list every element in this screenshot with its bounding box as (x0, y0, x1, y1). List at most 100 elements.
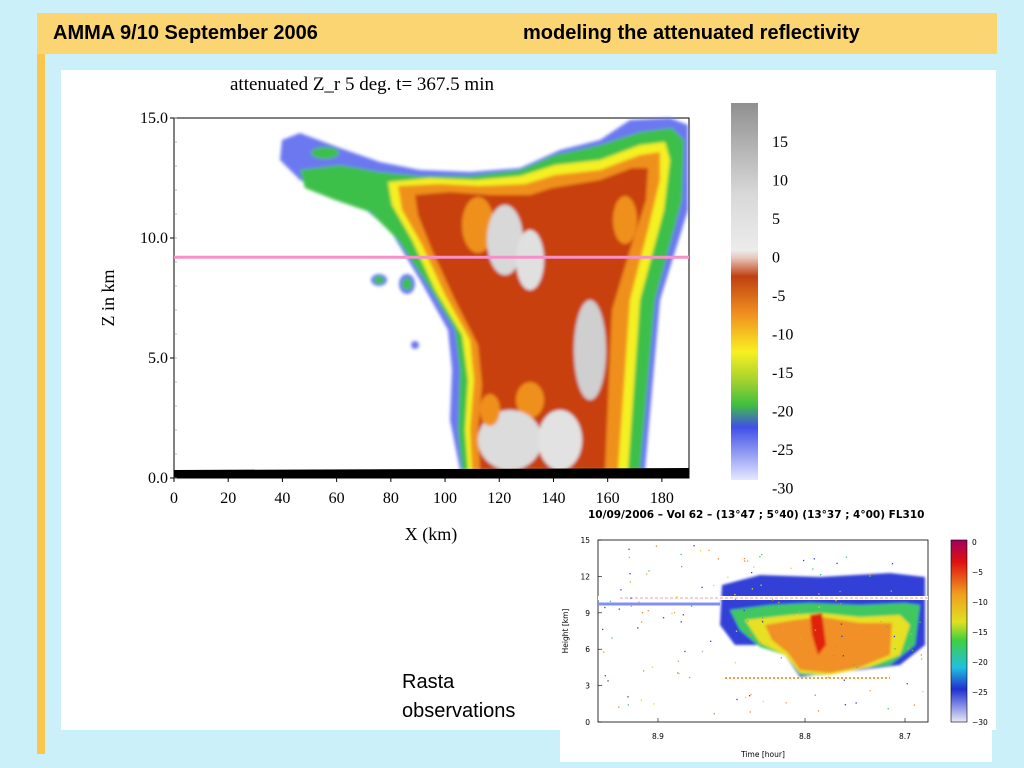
noise-dot (750, 693, 752, 696)
noise-dot (893, 635, 896, 638)
colorbar-tick-label: 10 (772, 173, 788, 190)
x-tick-label: 180 (650, 490, 674, 507)
noise-dot (678, 672, 680, 675)
x-tick-label: 140 (541, 490, 565, 507)
noise-dot (753, 566, 755, 568)
noise-dot (911, 649, 913, 652)
rasta-noise-dots (602, 545, 924, 715)
noise-dot (886, 625, 888, 628)
noise-dot (761, 617, 764, 619)
noise-dot (750, 633, 752, 636)
noise-dot (835, 646, 837, 648)
noise-dot (845, 556, 848, 558)
noise-dot (907, 647, 909, 649)
noise-dot (620, 589, 622, 591)
x-tick-label: 40 (274, 490, 290, 507)
noise-dot (827, 676, 829, 679)
noise-dot (785, 702, 787, 704)
noise-dot (748, 695, 751, 697)
noise-dot (628, 556, 630, 559)
noise-dot (887, 708, 889, 710)
noise-dot (761, 553, 763, 556)
noise-dot (630, 597, 632, 599)
noise-dot (604, 675, 607, 677)
noise-dot (762, 621, 764, 623)
noise-dot (743, 609, 745, 612)
noise-dot (713, 584, 715, 587)
noise-dot (890, 590, 892, 592)
noise-dot (796, 614, 798, 616)
title-bar: AMMA 9/10 September 2006 modeling the at… (37, 13, 997, 54)
noise-dot (743, 557, 746, 560)
noise-dot (805, 608, 807, 611)
x-tick-label: 100 (433, 490, 457, 507)
noise-dot (671, 612, 673, 614)
noise-dot (690, 605, 693, 607)
colorbar-tick-label: -25 (772, 442, 793, 459)
slide-title: AMMA 9/10 September 2006 (53, 22, 318, 44)
noise-dot (749, 711, 751, 713)
noise-dot (891, 563, 894, 565)
noise-dot (680, 565, 683, 568)
noise-dot (773, 635, 775, 638)
noise-dot (785, 582, 787, 584)
x-tick-label: 0 (170, 490, 178, 507)
noise-dot (778, 601, 780, 604)
noise-dot (819, 573, 822, 576)
colorbar-tick-label: 15 (772, 134, 788, 151)
noise-dot (682, 614, 685, 616)
rasta-y-tick-label: 0 (585, 718, 590, 727)
rasta-observation-panel: 10/09/2006 – Vol 62 – (13°47 ; 5°40) (13… (560, 505, 992, 762)
noise-dot (818, 593, 820, 595)
noise-dot (920, 654, 923, 656)
rasta-colorbar-tick-label: −30 (972, 718, 988, 727)
noise-dot (642, 670, 645, 672)
noise-dot (676, 595, 678, 598)
noise-dot (717, 558, 720, 560)
noise-dot (839, 603, 842, 605)
x-tick-label: 80 (383, 490, 399, 507)
noise-dot (648, 570, 650, 572)
x-tick-label: 160 (596, 490, 620, 507)
noise-dot (641, 612, 644, 614)
noise-dot (888, 604, 890, 606)
noise-dot (713, 713, 715, 715)
noise-dot (841, 635, 843, 637)
colorbar-tick-label: 5 (772, 211, 780, 228)
noise-dot (913, 704, 916, 706)
noise-dot (701, 650, 704, 653)
rasta-colorbar (950, 539, 968, 723)
noise-dot (736, 698, 738, 701)
noise-dot (677, 660, 679, 662)
noise-dot (693, 545, 695, 547)
noise-dot (836, 562, 838, 565)
noise-dot (673, 612, 676, 614)
noise-dot (771, 599, 774, 601)
noise-dot (910, 633, 913, 635)
noise-dot (747, 560, 749, 562)
x-tick-label: 60 (329, 490, 345, 507)
rasta-chart: 10/09/2006 – Vol 62 – (13°47 ; 5°40) (13… (561, 509, 988, 759)
noise-dot (869, 575, 871, 577)
noise-dot (880, 620, 882, 623)
rasta-x-tick-label: 8.7 (899, 732, 911, 741)
noise-dot (638, 601, 640, 603)
rasta-y-tick-label: 6 (585, 645, 590, 654)
noise-dot (603, 651, 605, 653)
noise-dot (637, 627, 639, 629)
noise-dot (640, 699, 643, 701)
slide-subtitle: modeling the attenuated reflectivity (523, 22, 860, 44)
rasta-y-tick-label: 12 (580, 572, 590, 581)
noise-dot (751, 571, 753, 574)
noise-dot (759, 641, 762, 643)
colorbar-tick-label: -15 (772, 365, 793, 382)
rasta-y-tick-label: 3 (585, 682, 590, 691)
noise-dot (611, 637, 613, 639)
noise-dot (734, 598, 737, 601)
noise-dot (814, 694, 816, 696)
observation-label-line1: Rasta (402, 671, 455, 693)
noise-dot (853, 664, 855, 666)
noise-dot (710, 640, 712, 643)
noise-dot (814, 629, 817, 631)
noise-dot (747, 620, 749, 622)
